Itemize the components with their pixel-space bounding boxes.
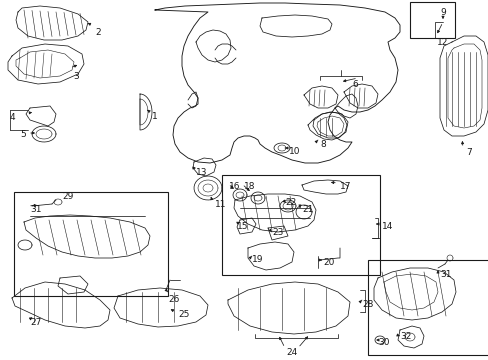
- Text: 30: 30: [377, 338, 389, 347]
- Text: 5: 5: [20, 130, 26, 139]
- Text: 31: 31: [439, 270, 450, 279]
- Text: 14: 14: [381, 222, 392, 231]
- Text: 7: 7: [465, 148, 471, 157]
- Text: 6: 6: [351, 80, 357, 89]
- Text: 31: 31: [30, 205, 41, 214]
- Text: 18: 18: [244, 182, 255, 191]
- Text: 3: 3: [73, 72, 79, 81]
- Text: 19: 19: [251, 255, 263, 264]
- Text: 8: 8: [319, 140, 325, 149]
- Text: 16: 16: [228, 182, 240, 191]
- Text: 17: 17: [339, 182, 351, 191]
- Text: 27: 27: [30, 318, 41, 327]
- Text: 9: 9: [439, 8, 445, 17]
- Text: 2: 2: [95, 28, 101, 37]
- Text: 28: 28: [361, 300, 373, 309]
- Bar: [14, 192, 168, 296]
- Text: 10: 10: [288, 147, 300, 156]
- Text: 20: 20: [323, 258, 334, 267]
- Bar: [409, 2, 454, 38]
- Text: 22: 22: [285, 198, 296, 207]
- Text: 32: 32: [399, 332, 410, 341]
- Text: 4: 4: [10, 113, 16, 122]
- Text: 1: 1: [152, 112, 158, 121]
- Text: 29: 29: [62, 192, 74, 201]
- Text: 11: 11: [215, 200, 226, 209]
- Text: 24: 24: [286, 348, 297, 357]
- Text: 26: 26: [168, 295, 179, 304]
- Text: 15: 15: [237, 222, 248, 231]
- Bar: [222, 175, 379, 275]
- Text: 21: 21: [302, 205, 313, 214]
- Text: 25: 25: [178, 310, 189, 319]
- Text: 12: 12: [436, 38, 448, 47]
- Text: 23: 23: [271, 228, 283, 237]
- Bar: [367, 260, 488, 355]
- Text: 13: 13: [196, 168, 207, 177]
